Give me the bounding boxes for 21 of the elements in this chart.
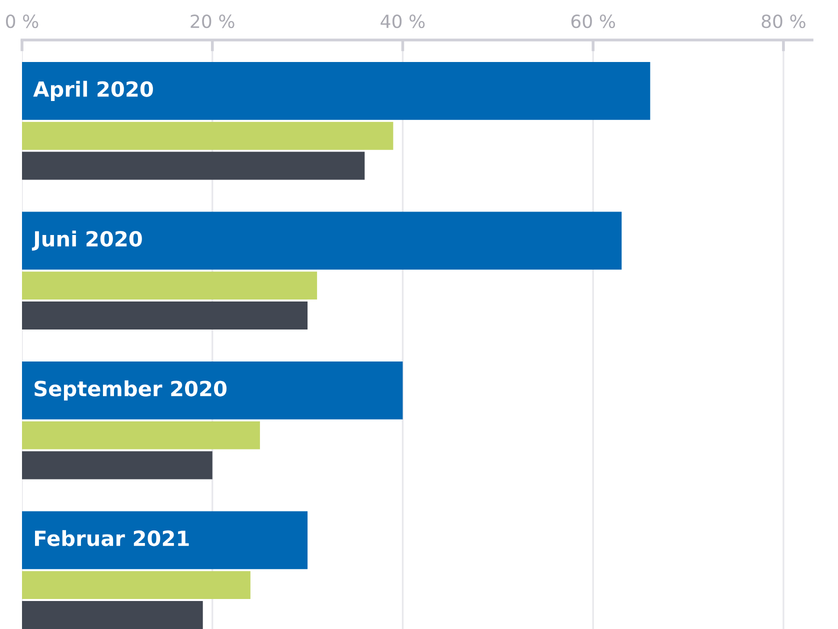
bar (22, 62, 650, 120)
y-tick-label: Februar 2021 (35, 530, 189, 546)
x-tick-label: 80 % (762, 14, 806, 28)
bar (22, 152, 365, 180)
bar (22, 212, 622, 270)
bar (22, 451, 212, 480)
bar (22, 421, 260, 450)
x-tick-label: 60 % (571, 14, 616, 28)
y-tick-label: April 2020 (33, 80, 153, 101)
x-tick-label: 20 % (190, 14, 234, 28)
y-tick-label: September 2020 (34, 380, 227, 400)
y-tick-label: Juni 2020 (32, 230, 142, 251)
bar (22, 272, 318, 300)
bar (22, 601, 203, 629)
bar (22, 571, 250, 600)
x-tick-label: 40 % (380, 14, 425, 28)
x-tick-label: 0 % (6, 14, 38, 28)
bar (22, 302, 308, 330)
bar (22, 361, 403, 420)
bar (22, 511, 308, 570)
bar (22, 122, 394, 150)
